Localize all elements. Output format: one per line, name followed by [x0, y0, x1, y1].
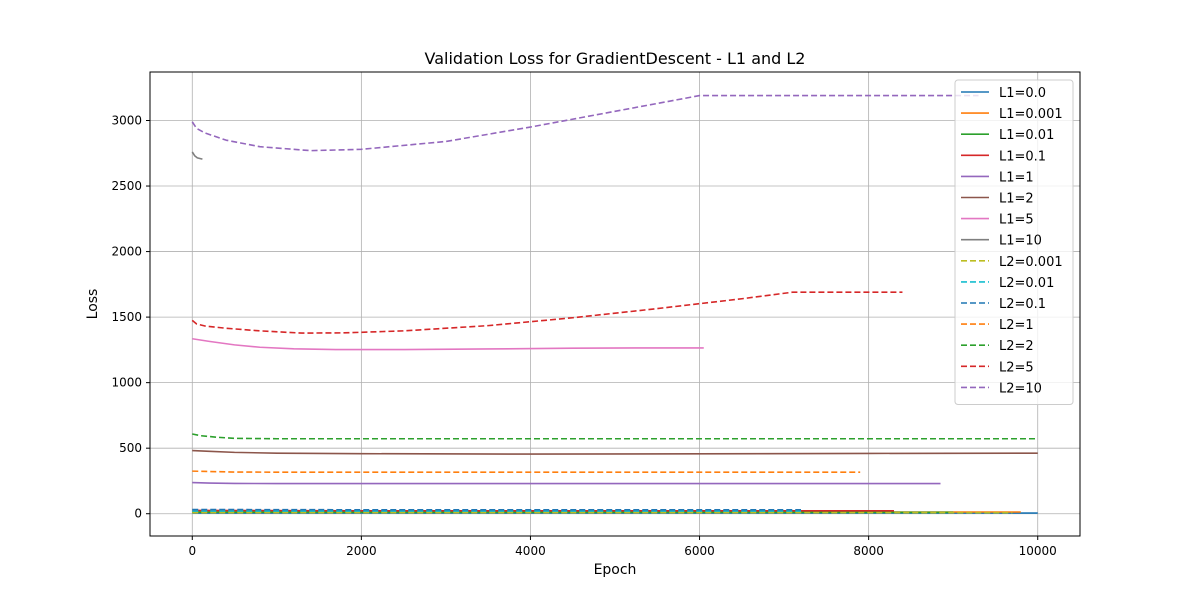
legend-label: L2=0.01 [999, 276, 1054, 291]
x-tick-label: 0 [188, 544, 196, 558]
legend-label: L2=0.001 [999, 255, 1063, 270]
legend-label: L1=0.1 [999, 149, 1046, 164]
y-tick-label: 1500 [111, 310, 142, 324]
y-tick-label: 3000 [111, 113, 142, 127]
chart-title: Validation Loss for GradientDescent - L1… [425, 49, 806, 68]
y-tick-label: 500 [119, 441, 142, 455]
y-axis-label: Loss [85, 289, 101, 320]
legend-label: L2=1 [999, 318, 1034, 333]
legend-label: L2=2 [999, 339, 1034, 354]
legend-label: L1=0.001 [999, 107, 1063, 122]
legend-label: L1=10 [999, 234, 1042, 249]
legend-label: L2=5 [999, 360, 1034, 375]
x-tick-label: 10000 [1019, 544, 1057, 558]
y-tick-label: 2000 [111, 245, 142, 259]
x-tick-label: 2000 [346, 544, 377, 558]
x-tick-label: 8000 [853, 544, 884, 558]
legend-label: L2=10 [999, 381, 1042, 396]
legend-label: L2=0.1 [999, 297, 1046, 312]
legend: L1=0.0 L1=0.001 L1=0.01 L1=0.1 L1=1 L1=2 L1=5 L… [955, 80, 1073, 405]
legend-label: L1=0.01 [999, 128, 1054, 143]
y-tick-label: 2500 [111, 179, 142, 193]
legend-label: L1=5 [999, 213, 1034, 228]
y-tick-label: 0 [134, 507, 142, 521]
legend-label: L1=1 [999, 170, 1034, 185]
x-tick-label: 6000 [684, 544, 715, 558]
legend-label: L1=0.0 [999, 86, 1046, 101]
x-axis-label: Epoch [594, 562, 637, 578]
x-tick-label: 4000 [515, 544, 546, 558]
legend-label: L1=2 [999, 192, 1034, 207]
y-tick-label: 1000 [111, 376, 142, 390]
